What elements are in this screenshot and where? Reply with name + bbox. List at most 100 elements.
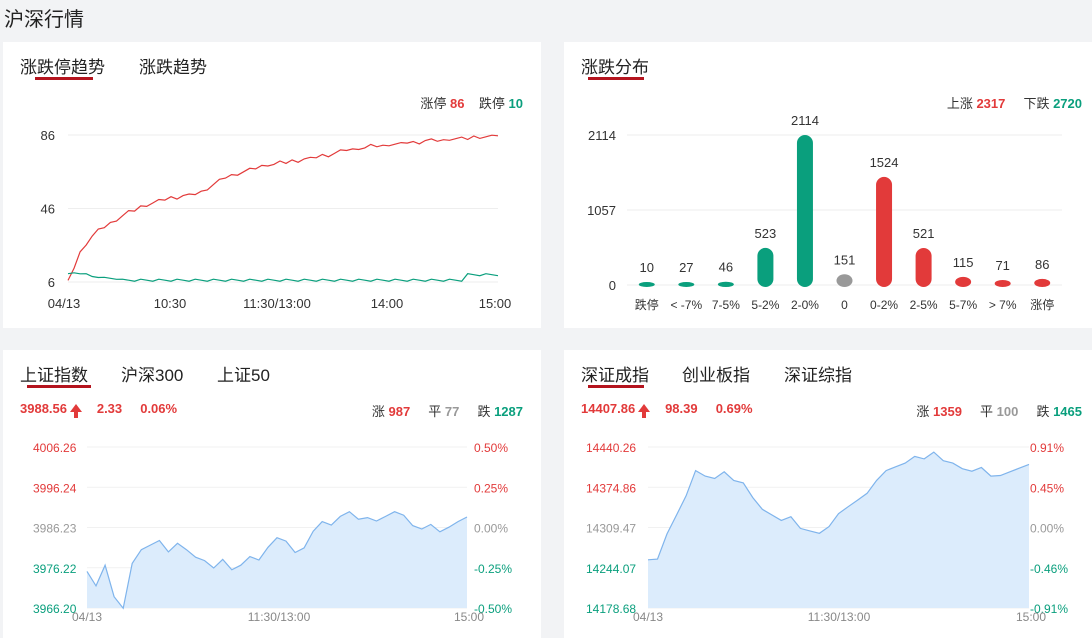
tab-sz-composite[interactable]: 深证综指 [784, 366, 852, 385]
bar [757, 247, 774, 287]
x-tick-label: 15:00 [479, 296, 512, 311]
y-right-tick-label: 0.91% [1030, 441, 1064, 455]
page-title: 沪深行情 [4, 9, 84, 31]
bar [994, 279, 1011, 287]
bar-value-label: 1524 [870, 155, 899, 170]
limit-trend-chart: 6 46 86 04/13 10:30 11:30/13:00 14:00 15:00 [41, 128, 512, 311]
tab-csi300[interactable]: 沪深300 [121, 366, 184, 385]
x-tick-label: 2-5% [910, 298, 938, 312]
down-count: 1465 [1053, 404, 1082, 419]
bar [678, 282, 695, 287]
y-left-tick-label: 3986.23 [33, 522, 77, 536]
x-tick-label: 0 [841, 298, 848, 312]
active-tab-underline [27, 385, 91, 388]
index-change-pct: 0.06% [140, 401, 178, 416]
flat-label: 平 [428, 404, 442, 419]
index-quote: 14407.86 98.39 0.69% [581, 401, 753, 418]
index-price: 3988.56 [20, 401, 67, 416]
x-tick-label: < -7% [670, 298, 702, 312]
y-tick-label: 6 [48, 275, 55, 290]
x-tick-label: 14:00 [371, 296, 404, 311]
x-tick-label: 11:30/13:00 [248, 610, 311, 624]
x-tick-label: 11:30/13:00 [808, 610, 871, 624]
down-label: 跌 [1036, 404, 1050, 419]
x-tick-label: 10:30 [154, 296, 187, 311]
down-label: 跌 [477, 404, 491, 419]
y-right-tick-label: 0.25% [474, 481, 508, 495]
up-arrow-icon [67, 401, 86, 418]
bar-value-label: 86 [1035, 257, 1049, 272]
series-line-limit-down [67, 272, 499, 282]
bar-value-label: 521 [913, 226, 935, 241]
flat-count: 77 [444, 404, 460, 419]
up-count: 1359 [933, 404, 962, 419]
y-right-tick-label: -0.50% [474, 602, 512, 616]
y-tick-label: 2114 [588, 128, 616, 143]
y-left-tick-label: 4006.26 [33, 441, 77, 455]
limit-down-value: 10 [508, 96, 523, 111]
up-value: 2317 [976, 96, 1006, 111]
y-right-tick-label: -0.25% [474, 562, 512, 576]
tab-sz-component[interactable]: 深证成指 [581, 366, 649, 385]
x-tick-label: 2-0% [791, 298, 819, 312]
x-tick-label: 跌停 [635, 297, 659, 312]
bar-value-label: 27 [679, 260, 693, 275]
y-left-tick-label: 14309.47 [586, 522, 636, 536]
series-line-limit-up [67, 134, 499, 281]
up-label: 涨 [916, 404, 930, 419]
y-right-tick-label: -0.91% [1030, 602, 1068, 616]
y-right-tick-label: 0.50% [474, 441, 508, 455]
limit-down-label: 跌停 [478, 96, 505, 111]
limit-trend-card: 涨跌停趋势 涨跌趋势 涨停 86 跌停 10 6 46 86 04/13 10:30 11… [3, 42, 541, 328]
down-label: 下跌 [1023, 96, 1050, 111]
tab-chinext[interactable]: 创业板指 [682, 366, 750, 385]
up-arrow-icon [635, 401, 654, 418]
breadth-stats: 涨 987 平 77 跌 1287 [372, 401, 523, 420]
bar-value-label: 2114 [791, 113, 819, 128]
active-tab-underline [588, 77, 644, 80]
x-tick-label: > 7% [989, 298, 1017, 312]
limit-up-label: 涨停 [420, 96, 447, 111]
tab-limit-trend[interactable]: 涨跌停趋势 [20, 58, 105, 77]
x-tick-label: 7-5% [712, 298, 740, 312]
index-change: 2.33 [96, 401, 123, 416]
down-value: 2720 [1053, 96, 1082, 111]
bar [717, 281, 734, 287]
bar [876, 176, 893, 287]
sh-index-card: 上证指数 沪深300 上证50 3988.56 2.33 0.06% 涨 987… [3, 350, 541, 638]
sz-index-card: 深证成指 创业板指 深证综指 14407.86 98.39 0.69% 涨 13… [564, 350, 1092, 638]
y-right-tick-label: 0.00% [1030, 522, 1064, 536]
y-right-tick-label: -0.46% [1030, 562, 1068, 576]
y-tick-label: 86 [41, 128, 55, 143]
flat-label: 平 [980, 404, 994, 419]
y-right-tick-label: 0.45% [1030, 481, 1064, 495]
x-tick-label: 5-7% [949, 298, 977, 312]
tab-distribution[interactable]: 涨跌分布 [581, 58, 649, 77]
y-tick-label: 46 [41, 202, 55, 217]
y-tick-label: 0 [609, 278, 616, 293]
y-right-tick-label: 0.00% [474, 522, 508, 536]
distribution-chart: 0 1057 2114 10 跌停 27 < -7% 46 7-5% 523 5-2% 2114 2-0… [587, 113, 1062, 312]
y-left-tick-label: 3966.20 [33, 602, 77, 616]
tab-sh-composite[interactable]: 上证指数 [20, 366, 88, 385]
x-tick-label: 5-2% [751, 298, 779, 312]
tab-updown-trend[interactable]: 涨跌趋势 [139, 58, 207, 77]
bar-value-label: 10 [640, 260, 654, 275]
area-fill [87, 511, 467, 609]
index-change: 98.39 [665, 401, 698, 416]
limit-up-value: 86 [449, 96, 465, 111]
breadth-stats: 涨 1359 平 100 跌 1465 [916, 401, 1082, 420]
down-count: 1287 [494, 404, 523, 419]
bar [915, 248, 932, 287]
up-count: 987 [388, 404, 411, 419]
active-tab-underline [588, 385, 644, 388]
x-tick-label: 15:00 [1016, 610, 1046, 624]
tab-sse50[interactable]: 上证50 [217, 366, 270, 385]
active-tab-underline [35, 77, 93, 80]
distribution-card: 涨跌分布 上涨 2317 下跌 2720 0 1057 2114 10 跌停 27 < -7… [564, 42, 1092, 328]
area-fill [648, 452, 1029, 608]
x-tick-label: 0-2% [870, 298, 898, 312]
bar-value-label: 523 [755, 226, 777, 241]
price-line [86, 510, 468, 610]
index-price: 14407.86 [581, 401, 636, 416]
